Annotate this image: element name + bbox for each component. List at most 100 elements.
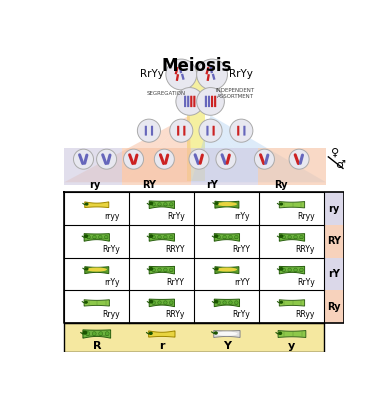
Polygon shape <box>279 300 304 306</box>
FancyBboxPatch shape <box>324 225 344 258</box>
Circle shape <box>170 301 173 305</box>
Circle shape <box>137 119 160 142</box>
Text: RrYy: RrYy <box>229 69 253 80</box>
Polygon shape <box>85 267 109 274</box>
Circle shape <box>158 268 161 272</box>
Text: RrYY: RrYY <box>232 245 250 254</box>
Text: RRYy: RRYy <box>295 245 315 254</box>
FancyBboxPatch shape <box>324 258 344 290</box>
Circle shape <box>223 301 226 305</box>
Text: R: R <box>93 341 101 351</box>
FancyBboxPatch shape <box>191 148 258 185</box>
Ellipse shape <box>279 267 283 271</box>
Circle shape <box>92 332 96 335</box>
Circle shape <box>97 149 116 169</box>
Text: rrYy: rrYy <box>234 212 250 221</box>
FancyBboxPatch shape <box>243 126 246 135</box>
FancyBboxPatch shape <box>179 67 182 73</box>
Circle shape <box>230 119 253 142</box>
Circle shape <box>98 235 102 239</box>
FancyBboxPatch shape <box>190 96 192 107</box>
Circle shape <box>216 149 236 169</box>
Text: rryy: rryy <box>104 212 119 221</box>
Text: rrYy: rrYy <box>104 278 119 287</box>
Ellipse shape <box>149 267 153 271</box>
Circle shape <box>164 301 167 305</box>
Circle shape <box>197 88 224 115</box>
Circle shape <box>282 235 285 239</box>
FancyBboxPatch shape <box>237 126 239 135</box>
FancyBboxPatch shape <box>205 96 207 107</box>
Ellipse shape <box>149 300 153 303</box>
Text: RrYY: RrYY <box>167 278 185 287</box>
Ellipse shape <box>214 234 218 238</box>
Polygon shape <box>278 331 306 337</box>
Circle shape <box>235 301 238 305</box>
Ellipse shape <box>279 234 283 238</box>
Polygon shape <box>214 331 240 337</box>
Circle shape <box>217 301 221 305</box>
Circle shape <box>170 119 193 142</box>
Ellipse shape <box>217 202 237 206</box>
Text: Ry: Ry <box>275 179 288 190</box>
Text: RRYy: RRYy <box>165 310 185 320</box>
Circle shape <box>235 235 238 239</box>
Text: RY: RY <box>327 236 341 246</box>
Text: r: r <box>159 341 165 351</box>
FancyBboxPatch shape <box>206 74 210 81</box>
Text: rrYY: rrYY <box>234 278 250 287</box>
Circle shape <box>229 235 232 239</box>
Circle shape <box>164 235 167 239</box>
FancyBboxPatch shape <box>181 74 185 80</box>
Circle shape <box>93 235 96 239</box>
Text: rY: rY <box>206 179 218 190</box>
Text: INDEPENDENT
ASSORTMENT: INDEPENDENT ASSORTMENT <box>216 88 255 99</box>
Text: RrYy: RrYy <box>232 310 250 320</box>
Polygon shape <box>214 299 239 307</box>
Ellipse shape <box>216 331 237 336</box>
Ellipse shape <box>214 300 218 303</box>
Text: ♀: ♀ <box>331 148 339 158</box>
Circle shape <box>154 149 174 169</box>
Ellipse shape <box>215 267 219 270</box>
Circle shape <box>164 203 167 206</box>
FancyBboxPatch shape <box>122 148 191 185</box>
Circle shape <box>289 149 309 169</box>
Polygon shape <box>191 115 258 182</box>
FancyBboxPatch shape <box>214 96 216 107</box>
Ellipse shape <box>85 267 88 270</box>
FancyBboxPatch shape <box>151 126 153 135</box>
FancyBboxPatch shape <box>175 67 179 74</box>
Text: ry: ry <box>329 204 340 214</box>
FancyBboxPatch shape <box>324 192 344 225</box>
Circle shape <box>223 235 226 239</box>
Text: rY: rY <box>328 269 340 279</box>
Ellipse shape <box>149 331 153 335</box>
Polygon shape <box>84 300 110 306</box>
Polygon shape <box>149 234 175 241</box>
FancyBboxPatch shape <box>210 67 213 73</box>
Polygon shape <box>214 234 239 241</box>
Polygon shape <box>279 234 304 241</box>
Circle shape <box>105 332 109 335</box>
Ellipse shape <box>278 331 282 335</box>
Circle shape <box>189 149 209 169</box>
Circle shape <box>164 268 167 272</box>
Text: Y: Y <box>223 341 231 351</box>
Polygon shape <box>83 330 111 338</box>
FancyBboxPatch shape <box>64 148 122 185</box>
Circle shape <box>99 332 103 335</box>
Text: RRYY: RRYY <box>165 245 185 254</box>
Circle shape <box>294 235 297 239</box>
Circle shape <box>199 119 222 142</box>
Circle shape <box>124 149 144 169</box>
Polygon shape <box>149 267 175 274</box>
Text: Rryy: Rryy <box>102 310 119 320</box>
Polygon shape <box>85 202 109 208</box>
Ellipse shape <box>87 267 107 272</box>
Text: RrYy: RrYy <box>141 69 164 80</box>
Ellipse shape <box>149 234 153 238</box>
Ellipse shape <box>84 301 88 304</box>
Ellipse shape <box>85 202 88 206</box>
Ellipse shape <box>149 202 153 206</box>
